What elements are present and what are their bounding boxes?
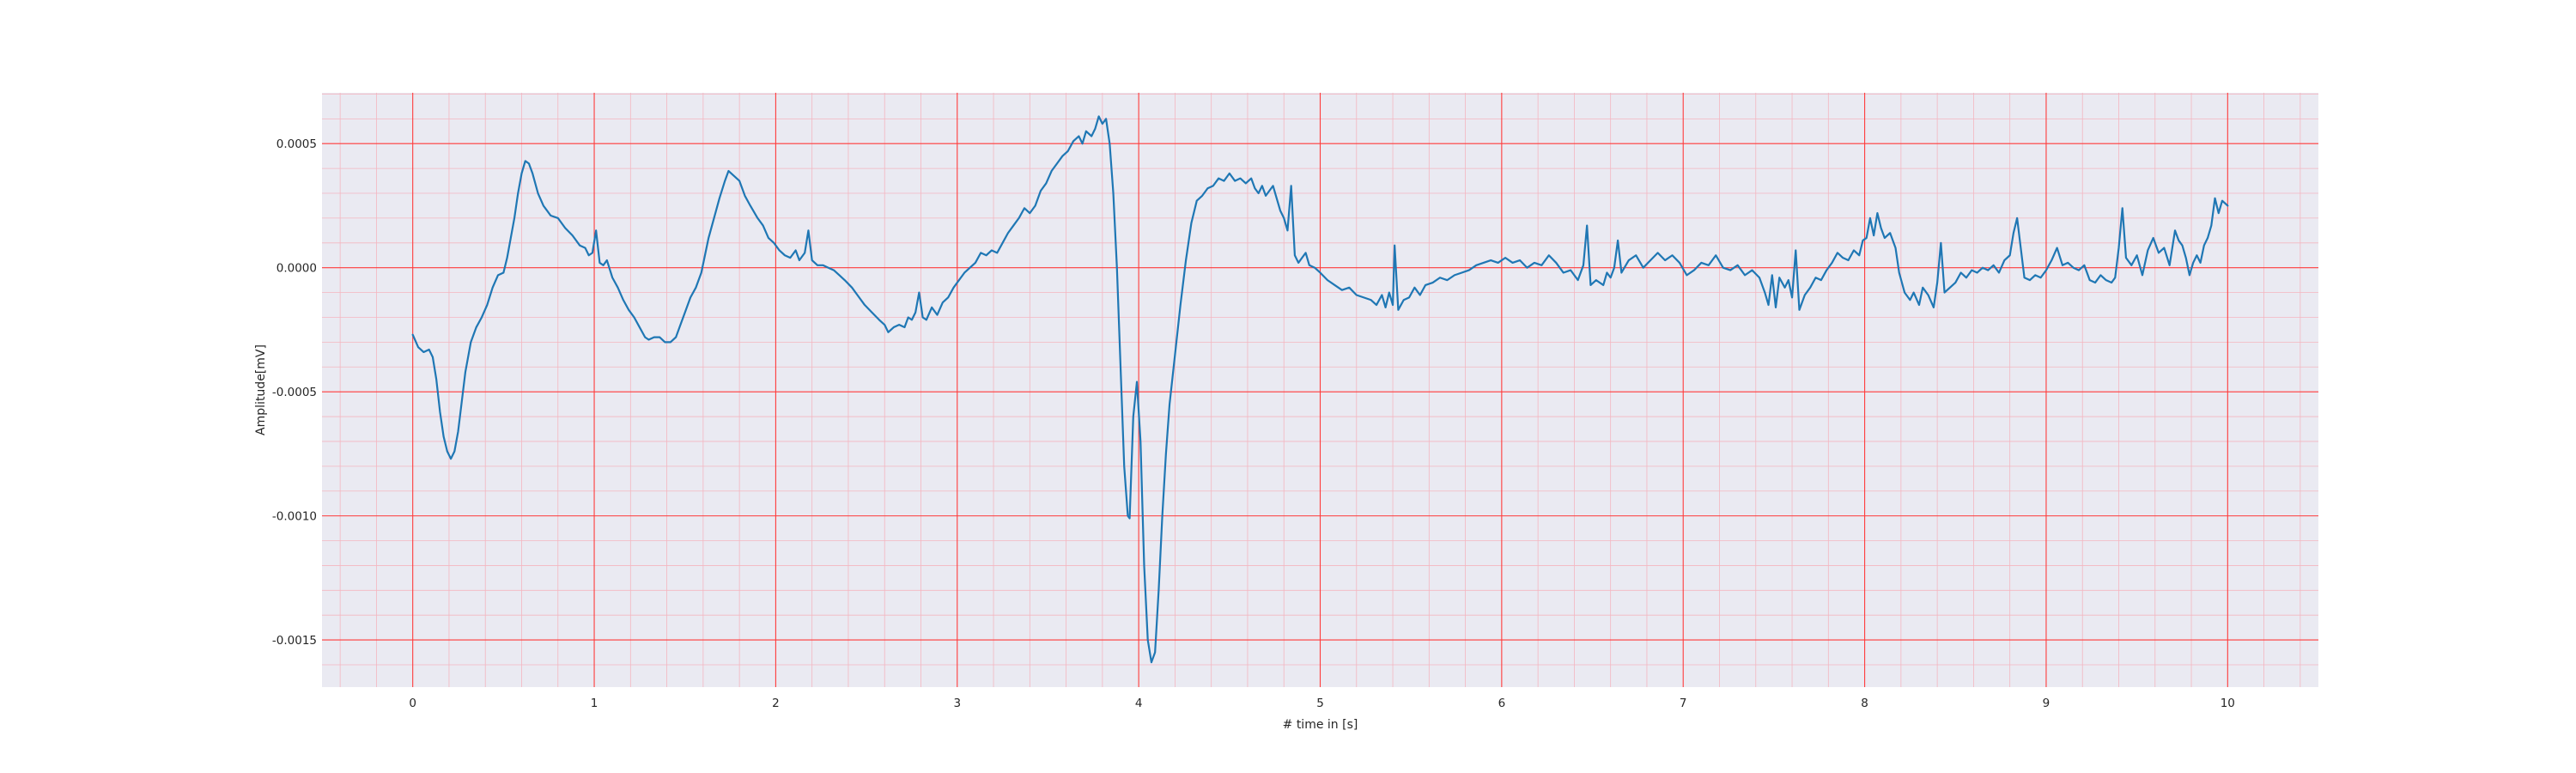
series-layer: [411, 115, 2229, 664]
x-tick-label: 1: [591, 697, 598, 710]
major-grid: [322, 93, 2318, 687]
y-tick-label: -0.0015: [272, 634, 317, 648]
x-axis-label: # time in [s]: [1283, 718, 1358, 732]
x-tick-label: 10: [2221, 697, 2235, 710]
x-tick-label: 9: [2043, 697, 2050, 710]
y-axis-label: Amplitude[mV]: [254, 344, 268, 435]
y-tick-label: 0.0005: [276, 137, 317, 151]
x-tick-labels: 0 1 2 3 4 5 6 7 8 9 10: [409, 697, 2235, 710]
x-tick-label: 3: [953, 697, 961, 710]
series-line-0: [411, 115, 2229, 664]
x-tick-label: 0: [409, 697, 416, 710]
x-tick-label: 6: [1498, 697, 1506, 710]
y-tick-label: -0.0005: [272, 386, 317, 399]
x-tick-label: 5: [1316, 697, 1324, 710]
x-tick-label: 4: [1135, 697, 1143, 710]
x-tick-label: 8: [1861, 697, 1868, 710]
y-tick-label: 0.0000: [276, 262, 317, 276]
x-tick-label: 2: [772, 697, 780, 710]
y-tick-labels: 0.0005 0.0000 -0.0005 -0.0010 -0.0015: [272, 137, 317, 648]
x-tick-label: 7: [1680, 697, 1687, 710]
y-tick-label: -0.0010: [272, 510, 317, 524]
